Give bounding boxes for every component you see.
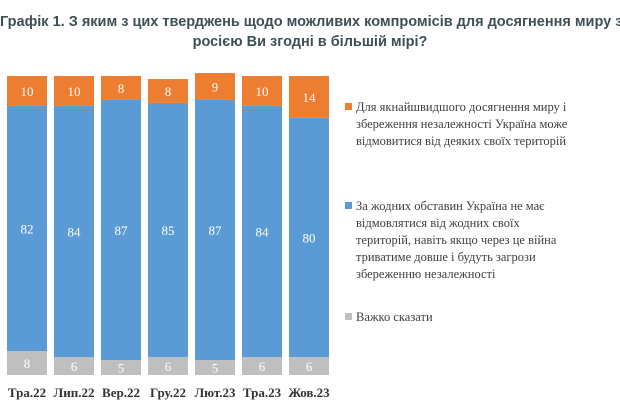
data-label-s2-c6: 14 xyxy=(303,90,317,105)
bar-segment-s2-c3 xyxy=(148,78,188,103)
bar-segment-s1-c1 xyxy=(54,105,94,358)
data-label-s2-c4: 9 xyxy=(212,79,219,94)
legend-swatch-1 xyxy=(345,202,352,209)
legend-label-1-line-0: За жодних обставин Україна не має xyxy=(356,199,545,213)
legend-label-1-line-3: триватиме довше і будуть загрози xyxy=(356,250,536,264)
data-label-s1-c1: 84 xyxy=(68,224,82,239)
chart-title: Графік 1. З яким з цих тверджень щодо мо… xyxy=(0,12,620,52)
bar-segment-s1-c5 xyxy=(242,105,282,358)
data-label-s1-c2: 87 xyxy=(115,223,129,238)
bar-segment-s0-c1 xyxy=(54,357,94,375)
bar-segment-s2-c2 xyxy=(101,76,141,100)
data-label-s0-c2: 5 xyxy=(118,361,125,376)
bar-segment-s1-c6 xyxy=(289,117,329,358)
legend-label-2-line-0: Для якнайшвидшого досягнення миру і xyxy=(356,100,567,114)
legend-label-2-line-2: відмовитися від деяких своїх територій xyxy=(356,134,566,148)
bar-segment-s2-c1 xyxy=(54,76,94,106)
bar-segment-s1-c0 xyxy=(7,105,47,352)
bar-segment-s0-c2 xyxy=(101,360,141,375)
legend-label-1-line-1: відмовлятися від жодних своїх xyxy=(356,216,520,230)
data-label-s0-c6: 6 xyxy=(306,359,313,374)
data-label-s0-c1: 6 xyxy=(71,359,78,374)
legend-label-2-line-1: збереження незалежності Україна може xyxy=(356,117,568,131)
legend-label-1-line-2: територій, навіть якщо через це війна xyxy=(356,233,557,247)
bar-segment-s2-c6 xyxy=(289,76,329,118)
legend-swatch-0 xyxy=(345,313,352,320)
bar-segment-s0-c5 xyxy=(242,357,282,375)
legend-swatch-2 xyxy=(345,103,352,110)
category-label-4: Лют.23 xyxy=(194,385,236,400)
category-label-3: Гру.22 xyxy=(150,385,186,400)
bar-segment-s0-c3 xyxy=(148,357,188,375)
bar-segment-s2-c4 xyxy=(195,73,235,100)
data-label-s1-c3: 85 xyxy=(162,223,175,238)
bar-segment-s2-c0 xyxy=(7,76,47,106)
data-label-s1-c5: 84 xyxy=(256,224,270,239)
data-label-s1-c4: 87 xyxy=(209,223,223,238)
bar-segment-s2-c5 xyxy=(242,76,282,106)
bar-segment-s1-c4 xyxy=(195,99,235,361)
legend-label-1-line-4: збереженню незалежності xyxy=(356,267,496,281)
data-label-s0-c3: 6 xyxy=(165,359,172,374)
category-label-2: Вер.22 xyxy=(102,385,140,400)
category-label-5: Тра.23 xyxy=(243,385,282,400)
bar-segment-s0-c4 xyxy=(195,360,235,375)
bar-segment-s1-c3 xyxy=(148,102,188,358)
chart-title-line-2: росією Ви згодні в більшій мірі? xyxy=(192,34,428,50)
data-label-s2-c5: 10 xyxy=(256,84,269,99)
bar-segment-s0-c6 xyxy=(289,357,329,375)
data-label-s2-c3: 8 xyxy=(165,84,172,99)
data-label-s0-c5: 6 xyxy=(259,359,266,374)
bar-segment-s0-c0 xyxy=(7,351,47,375)
category-label-0: Тра.22 xyxy=(8,385,46,400)
category-label-1: Лип.22 xyxy=(54,385,95,400)
data-label-s2-c0: 10 xyxy=(21,84,34,99)
data-label-s2-c2: 8 xyxy=(118,81,125,96)
data-label-s0-c0: 8 xyxy=(24,356,31,371)
chart-title-line-1: Графік 1. З яким з цих тверджень щодо мо… xyxy=(0,14,620,30)
data-label-s0-c4: 5 xyxy=(212,361,219,376)
data-label-s1-c0: 82 xyxy=(21,221,34,236)
category-label-6: Жов.23 xyxy=(288,385,330,400)
legend-label-0-line-0: Важко сказати xyxy=(356,310,433,324)
bar-segment-s1-c2 xyxy=(101,99,141,361)
data-label-s2-c1: 10 xyxy=(68,84,81,99)
data-label-s1-c6: 80 xyxy=(303,230,316,245)
